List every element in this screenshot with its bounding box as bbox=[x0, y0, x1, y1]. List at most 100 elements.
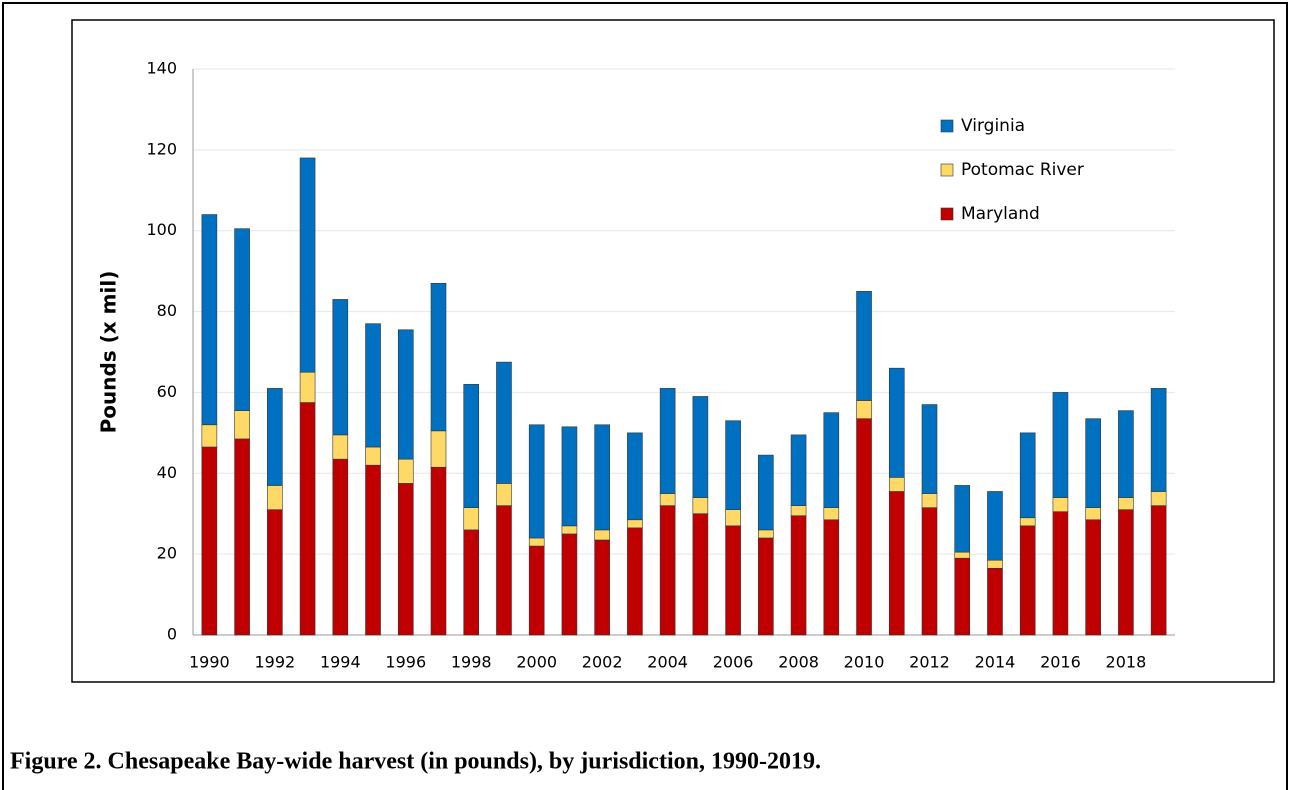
bar-segment bbox=[790, 434, 807, 506]
legend-swatch bbox=[940, 119, 954, 133]
chart-frame bbox=[71, 19, 1275, 683]
y-tick-label: 120 bbox=[146, 139, 177, 158]
bar-segment bbox=[234, 228, 250, 411]
bar-segment bbox=[1052, 497, 1069, 512]
bar-segment bbox=[1019, 525, 1036, 636]
bar-segment bbox=[823, 412, 840, 508]
bar-segment bbox=[758, 529, 774, 539]
bar-segment bbox=[561, 533, 578, 636]
bar-segment bbox=[332, 434, 349, 460]
x-tick-label: 2006 bbox=[713, 653, 754, 672]
bar-segment bbox=[758, 537, 774, 636]
bar-segment bbox=[332, 458, 349, 636]
bar-segment bbox=[692, 497, 709, 515]
bar-segment bbox=[921, 493, 938, 508]
y-tick-label: 80 bbox=[157, 301, 177, 320]
bar-segment bbox=[790, 505, 807, 517]
bar-segment bbox=[888, 367, 905, 478]
x-tick-label: 2014 bbox=[975, 653, 1016, 672]
bar-segment bbox=[1085, 418, 1101, 508]
bar-segment bbox=[528, 545, 545, 636]
bar-segment bbox=[267, 485, 283, 510]
bar-segment bbox=[1019, 432, 1036, 519]
bar-segment bbox=[725, 420, 741, 510]
bar-segment bbox=[528, 537, 545, 547]
bar-segment bbox=[1085, 507, 1101, 521]
bar-segment bbox=[594, 539, 610, 636]
bar-segment bbox=[234, 438, 250, 636]
bar-segment bbox=[790, 515, 807, 636]
bar-segment bbox=[758, 454, 774, 531]
x-tick-label: 2010 bbox=[844, 653, 885, 672]
bar-segment bbox=[397, 458, 414, 484]
bar-segment bbox=[823, 507, 840, 521]
bar-segment bbox=[365, 323, 381, 448]
bar-segment bbox=[987, 567, 1003, 636]
x-tick-label: 1992 bbox=[254, 653, 295, 672]
legend-swatch bbox=[940, 163, 954, 177]
bar-segment bbox=[954, 557, 971, 636]
bar-segment bbox=[1150, 491, 1167, 506]
bar-segment bbox=[430, 466, 447, 636]
bar-segment bbox=[921, 404, 938, 494]
x-tick-label: 1996 bbox=[385, 653, 426, 672]
bar-segment bbox=[888, 477, 905, 492]
bar-segment bbox=[1052, 511, 1069, 636]
legend-label: Virginia bbox=[961, 116, 1025, 136]
y-tick-label: 100 bbox=[146, 220, 177, 239]
bar-segment bbox=[201, 424, 218, 448]
legend-swatch bbox=[940, 207, 954, 221]
bar-segment bbox=[725, 509, 741, 527]
x-tick-label: 1994 bbox=[320, 653, 361, 672]
bar-segment bbox=[659, 493, 676, 506]
bar-segment bbox=[888, 491, 905, 636]
bar-segment bbox=[659, 505, 676, 636]
bar-segment bbox=[201, 446, 218, 636]
y-axis-label: Pounds (x mil) bbox=[97, 271, 121, 434]
bar-segment bbox=[234, 410, 250, 440]
bar-segment bbox=[528, 424, 545, 539]
bar-segment bbox=[267, 388, 283, 486]
bar-segment bbox=[1150, 505, 1167, 636]
x-tick-label: 2012 bbox=[909, 653, 950, 672]
bar-segment bbox=[692, 513, 709, 636]
bar-segment bbox=[954, 551, 971, 559]
bar-segment bbox=[856, 291, 872, 401]
bar-segment bbox=[430, 430, 447, 468]
bar-segment bbox=[823, 519, 840, 636]
bar-segment bbox=[397, 329, 414, 460]
bar-segment bbox=[561, 525, 578, 535]
bar-segment bbox=[594, 424, 610, 531]
bar-segment bbox=[659, 388, 676, 494]
legend-label: Potomac River bbox=[961, 160, 1084, 180]
bar-segment bbox=[299, 402, 316, 636]
bar-segment bbox=[463, 507, 480, 531]
bar-segment bbox=[921, 507, 938, 636]
x-tick-label: 2002 bbox=[582, 653, 623, 672]
bar-segment bbox=[463, 529, 480, 636]
bar-segment bbox=[365, 464, 381, 636]
x-tick-label: 2008 bbox=[778, 653, 819, 672]
x-tick-label: 2016 bbox=[1040, 653, 1081, 672]
caption: Figure 2. Chesapeake Bay-wide harvest (i… bbox=[10, 749, 821, 775]
bar-segment bbox=[1118, 410, 1134, 498]
x-tick-label: 1990 bbox=[189, 653, 230, 672]
bar-segment bbox=[201, 214, 218, 426]
bar-segment bbox=[463, 384, 480, 508]
bar-segment bbox=[1150, 388, 1167, 492]
bar-segment bbox=[627, 527, 643, 636]
x-tick-label: 2004 bbox=[647, 653, 688, 672]
bar-segment bbox=[430, 282, 447, 432]
x-tick-label: 1998 bbox=[451, 653, 492, 672]
y-tick-label: 60 bbox=[157, 382, 177, 401]
bar-segment bbox=[332, 299, 349, 436]
bar-segment bbox=[627, 519, 643, 529]
y-tick-label: 0 bbox=[167, 625, 177, 644]
bar-segment bbox=[856, 400, 872, 420]
bar-segment bbox=[496, 361, 512, 484]
bar-segment bbox=[954, 485, 971, 553]
bar-segment bbox=[561, 426, 578, 527]
